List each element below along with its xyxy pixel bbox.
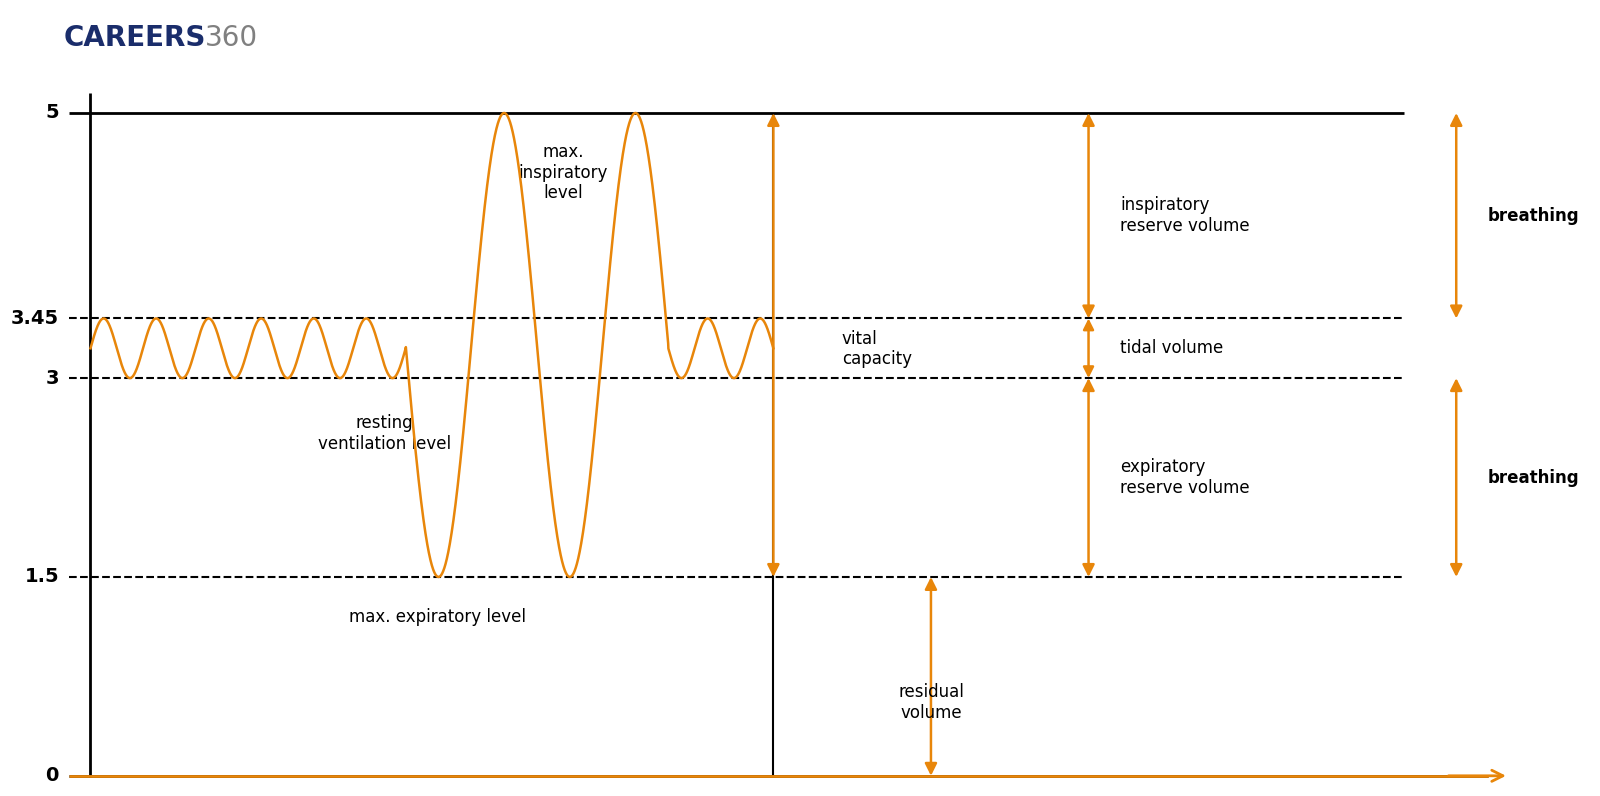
Text: resting
ventilation level: resting ventilation level (318, 415, 451, 453)
Text: CAREERS: CAREERS (64, 24, 206, 52)
Text: expiratory
reserve volume: expiratory reserve volume (1120, 458, 1250, 497)
Text: inspiratory
reserve volume: inspiratory reserve volume (1120, 197, 1250, 235)
Text: vital
capacity: vital capacity (842, 330, 912, 369)
Text: max. expiratory level: max. expiratory level (349, 607, 526, 626)
Text: 1.5: 1.5 (24, 568, 59, 587)
Text: residual
volume: residual volume (898, 684, 963, 722)
Text: 360: 360 (205, 24, 258, 52)
Text: 3.45: 3.45 (11, 309, 59, 328)
Text: max.
inspiratory
level: max. inspiratory level (518, 142, 608, 202)
Text: tidal volume: tidal volume (1120, 339, 1224, 357)
Text: 0: 0 (46, 767, 59, 786)
Text: 5: 5 (45, 103, 59, 123)
Text: breathing: breathing (1488, 207, 1579, 224)
Text: 3: 3 (45, 369, 59, 388)
Text: breathing: breathing (1488, 469, 1579, 486)
